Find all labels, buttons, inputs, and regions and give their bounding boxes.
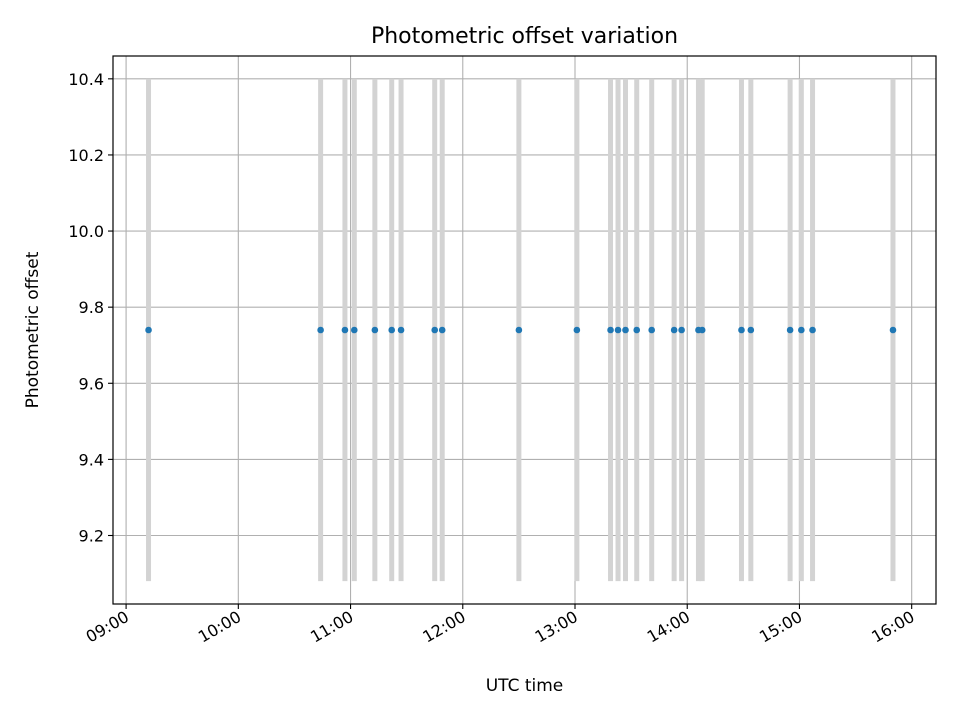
data-point	[738, 326, 745, 334]
y-tick-label: 9.4	[79, 450, 104, 469]
data-point	[809, 326, 816, 334]
y-axis-ticks: 9.2 9.4 9.6 9.8 10.0 10.2 10.4	[68, 70, 113, 546]
data-point	[515, 326, 523, 334]
data-point	[622, 326, 629, 334]
y-axis-label: Photometric offset	[23, 251, 43, 408]
data-point	[614, 326, 622, 334]
data-point	[350, 326, 358, 334]
data-point	[573, 326, 581, 334]
y-tick-label: 9.6	[79, 374, 104, 393]
data-point	[438, 326, 446, 334]
data-point	[607, 326, 614, 334]
data-point	[648, 326, 655, 334]
y-tick-label: 9.2	[79, 527, 104, 546]
data-point	[678, 326, 685, 334]
data-point	[431, 326, 439, 334]
data-points	[145, 326, 897, 334]
data-point	[889, 326, 897, 334]
data-point	[670, 326, 678, 334]
data-point	[798, 326, 805, 334]
data-point	[317, 326, 324, 334]
chart-title: Photometric offset variation	[371, 24, 678, 49]
y-tick-label: 9.8	[79, 298, 104, 317]
data-point	[145, 326, 152, 334]
x-axis-label: UTC time	[486, 676, 564, 696]
plot-frame	[112, 55, 937, 605]
data-point	[388, 326, 395, 334]
data-point	[341, 326, 349, 334]
y-tick-label: 10.4	[68, 70, 104, 89]
data-point	[786, 326, 794, 334]
data-point	[633, 326, 641, 334]
data-point	[371, 326, 379, 334]
data-point	[698, 326, 706, 334]
data-point	[747, 326, 755, 334]
y-tick-label: 10.2	[68, 146, 104, 165]
y-tick-label: 10.0	[68, 222, 104, 241]
data-point	[397, 326, 405, 334]
